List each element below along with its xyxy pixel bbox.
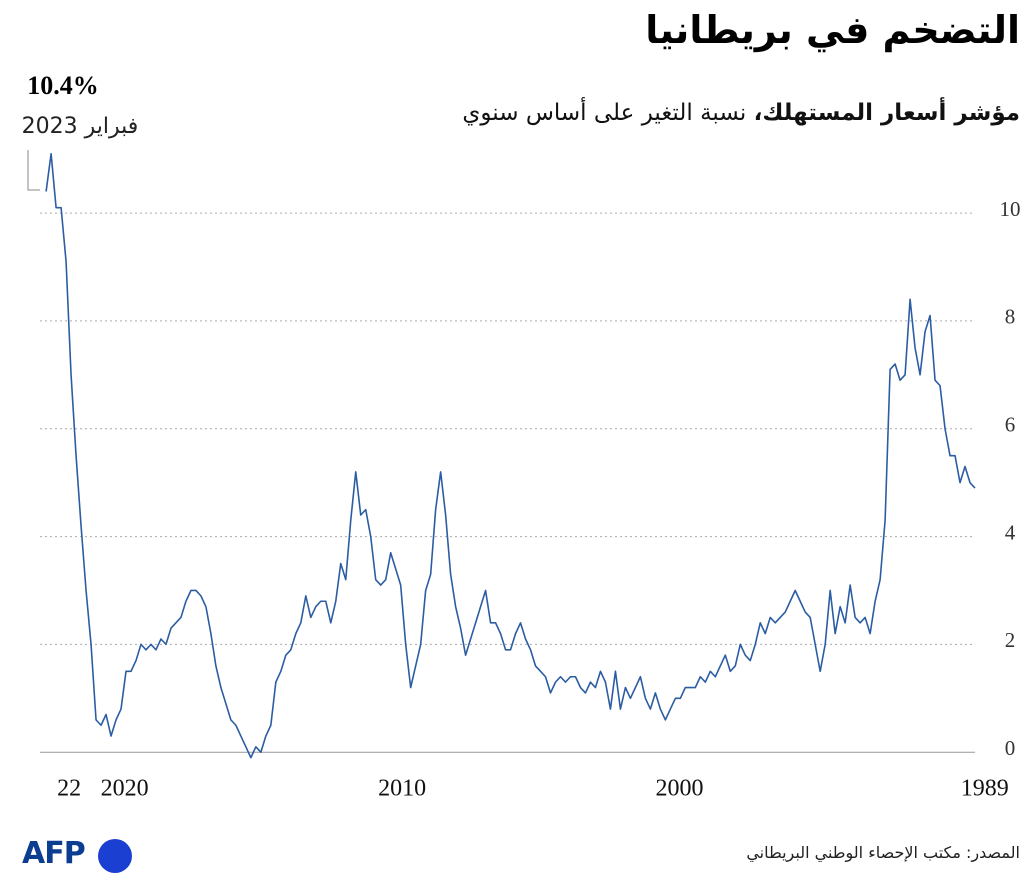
subtitle-bold: مؤشر أسعار المستهلك، [753,100,1020,126]
y-tick-label: 4 [1005,520,1016,544]
data-line [45,152,976,759]
x-tick-label: 2020 [101,776,149,802]
x-tick-label: 22 [57,776,81,802]
y-tick-label: 6 [1005,413,1016,437]
x-tick-label: 1989 [961,776,1009,802]
x-tick-label: 2010 [378,776,426,802]
chart-title: التضخم في بريطانيا [645,8,1020,52]
x-tick-label: 2000 [656,776,704,802]
annotation-bracket [27,150,40,191]
y-tick-label: 0 [1005,736,1016,760]
chart-subtitle: مؤشر أسعار المستهلك، نسبة التغير على أسا… [462,100,1020,126]
subtitle-text: نسبة التغير على أساس سنوي [462,100,747,126]
y-tick-label: 2 [1005,628,1016,652]
y-tick-label: 8 [1005,305,1016,329]
source-note: المصدر: مكتب الإحصاء الوطني البريطاني [746,843,1020,862]
annotation-value: 10.4% [27,71,99,100]
logo-dot [98,839,132,873]
logo: AFP [22,836,86,871]
y-tick-label: 10 [1000,197,1021,221]
annotation-date: فبراير 2023 [22,114,139,139]
